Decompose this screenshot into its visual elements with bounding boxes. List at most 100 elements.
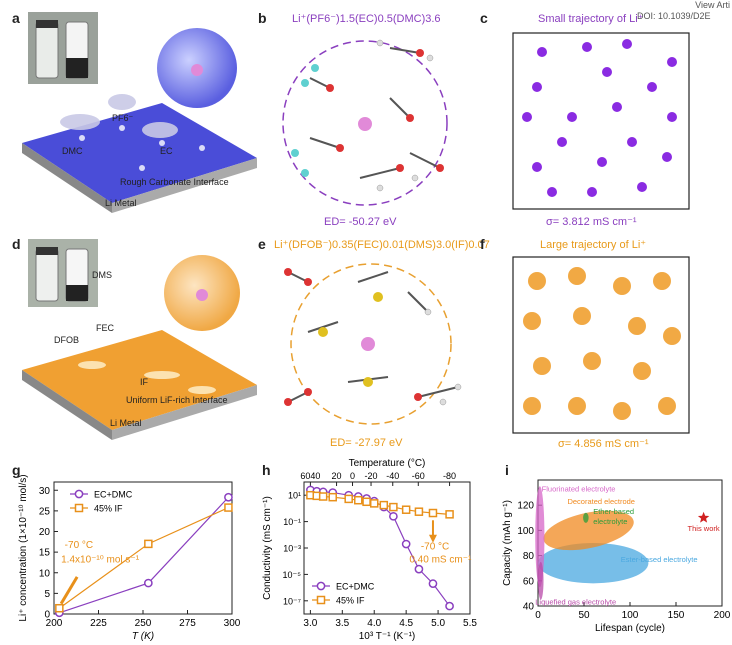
annotation-line2-g: 1.4x10⁻¹⁰ mol s⁻¹ xyxy=(61,554,140,565)
top-tick-label-h-4: -40 xyxy=(386,471,399,481)
if-label: IF xyxy=(140,377,148,387)
y-tick-label-h-0: 10¹ xyxy=(288,491,301,501)
region-0 xyxy=(535,486,545,588)
top-tick-label-h-3: -20 xyxy=(365,471,378,481)
data-point-h-0-10 xyxy=(401,539,411,549)
y-tick-label-h-4: 10⁻⁷ xyxy=(283,596,301,606)
sigma-c: σ= 3.812 mS cm⁻¹ xyxy=(546,216,637,228)
data-point-h-0-12 xyxy=(428,579,438,588)
x-tick-label-g-4: 300 xyxy=(224,618,241,629)
y-tick-label-h-1: 10⁻¹ xyxy=(283,517,301,527)
y-tick-label-g-1: 5 xyxy=(44,589,50,600)
panel-label-c: c xyxy=(480,10,488,26)
data-point-g-0-1 xyxy=(143,578,153,588)
x-tick-label-i-4: 200 xyxy=(714,610,730,621)
trajectory-title-f: Large trajectory of Li⁺ xyxy=(540,239,647,251)
x-axis-label-i: Lifespan (cycle) xyxy=(595,623,665,634)
x-tick-label-i-0: 0 xyxy=(535,610,541,621)
data-point-g-1-1 xyxy=(144,539,153,549)
y-tick-label-i-0: 40 xyxy=(523,602,535,613)
y-tick-label-g-6: 30 xyxy=(39,486,51,497)
sigma-f: σ= 4.856 mS cm⁻¹ xyxy=(558,438,649,450)
data-point-h-0-9 xyxy=(389,511,398,521)
solvation-structure-b xyxy=(282,39,448,206)
region-4 xyxy=(538,561,544,600)
ec-label: EC xyxy=(160,146,173,156)
dms-label: DMS xyxy=(92,270,112,280)
dfob-label: DFOB xyxy=(54,335,80,345)
y-axis-label-h: Conductivity (mS cm⁻¹) xyxy=(262,496,273,600)
top-tick-label-h-6: -80 xyxy=(443,471,456,481)
x-tick-label-h-4: 5.0 xyxy=(431,618,445,629)
y-tick-label-i-2: 80 xyxy=(523,551,535,562)
y-tick-label-g-0: 0 xyxy=(44,610,50,621)
y-tick-label-h-3: 10⁻⁵ xyxy=(283,570,302,580)
legend-marker-h-0 xyxy=(316,581,326,591)
li-metal-label-a: Li Metal xyxy=(105,198,137,208)
data-point-h-1-7 xyxy=(369,499,379,508)
lif-interface-label: Uniform LiF-rich Interface xyxy=(126,395,228,405)
x-tick-label-h-2: 4.0 xyxy=(367,618,381,629)
formula-b: Li⁺(PF6⁻)1.5(EC)0.5(DMC)3.6 xyxy=(292,13,441,25)
annotation-arrowhead-h xyxy=(428,534,437,543)
top-tick-label-h-5: -60 xyxy=(412,471,425,481)
x-tick-label-i-2: 100 xyxy=(622,610,639,621)
panel-label-i: i xyxy=(505,462,509,478)
y-tick-label-i-3: 100 xyxy=(517,526,534,537)
view-article-link[interactable]: View Arti xyxy=(695,0,730,10)
y-tick-label-g-5: 25 xyxy=(39,506,51,517)
pf6-label: PF6⁻ xyxy=(112,113,134,123)
y-tick-label-g-3: 15 xyxy=(39,548,51,559)
x-tick-label-h-5: 5.5 xyxy=(463,618,477,629)
y-axis-label-i: Capacity (mAh g⁻¹) xyxy=(502,500,513,586)
region-label-i-2: Ether-based xyxy=(593,507,634,516)
energy-b: ED= -50.27 eV xyxy=(324,216,397,228)
panel-label-h: h xyxy=(262,462,271,478)
y-tick-label-i-1: 60 xyxy=(523,576,535,587)
trajectory-title-c: Small trajectory of Li⁺ xyxy=(538,13,644,25)
legend-label-g-1: 45% IF xyxy=(94,504,123,514)
li-metal-label-d: Li Metal xyxy=(110,418,142,428)
panel-label-a: a xyxy=(12,10,20,26)
top-tick-label-h-0: 6040 xyxy=(300,471,320,481)
y-tick-label-g-2: 10 xyxy=(39,568,51,579)
panel-label-b: b xyxy=(258,10,267,26)
chart-h: Temperature (°C) 6040 20 0 -20 -40 -60 -80 3.0 3.… xyxy=(262,458,477,642)
rough-interface-label: Rough Carbonate Interface xyxy=(120,177,229,187)
this-work-star xyxy=(697,511,710,523)
data-point-h-0-13 xyxy=(445,601,454,611)
x-tick-label-i-1: 50 xyxy=(578,610,590,621)
formula-e: Li⁺(DFOB⁻)0.35(FEC)0.01(DMS)3.0(IF)0.07 xyxy=(274,239,490,251)
data-point-h-1-3 xyxy=(328,492,337,502)
chart-i: 0 50 100 150 200 40 60 80 100 120 Lifespan (cycle)… xyxy=(502,479,730,634)
panel-label-e: e xyxy=(258,236,266,252)
energy-e: ED= -27.97 eV xyxy=(330,437,403,449)
data-point-g-1-0 xyxy=(55,603,64,613)
x-tick-label-i-3: 150 xyxy=(668,610,685,621)
data-point-h-1-2 xyxy=(318,492,328,501)
legend-label-h-0: EC+DMC xyxy=(336,582,375,592)
region-label-i-3: Ester-based electrolyte xyxy=(621,555,698,564)
chart-g: 200 225 250 275 300 0 5 10 15 20 25 30 T (K) Li⁺ conc… xyxy=(18,474,241,642)
region-2 xyxy=(583,512,589,523)
this-work-label: This work xyxy=(688,524,720,533)
y-tick-label-g-4: 20 xyxy=(39,527,51,538)
data-point-h-1-12 xyxy=(428,508,438,518)
panel-label-f: f xyxy=(480,236,485,252)
legend-marker-h-1 xyxy=(316,595,326,605)
data-point-h-0-11 xyxy=(414,564,424,574)
data-point-h-1-6 xyxy=(362,497,371,507)
data-point-h-1-4 xyxy=(344,494,353,504)
dmc-label: DMC xyxy=(62,146,83,156)
region-label-i-2-1: electrolyte xyxy=(593,517,627,526)
y-tick-label-i-4: 120 xyxy=(517,501,534,512)
trajectory-plot-c xyxy=(512,32,690,210)
region-label-i-1: Decorated electrode xyxy=(567,497,635,506)
data-point-h-1-13 xyxy=(445,510,454,519)
x-tick-label-g-0: 200 xyxy=(46,618,63,629)
data-point-h-1-10 xyxy=(401,505,411,514)
top-tick-label-h-1: 20 xyxy=(332,471,342,481)
region-1 xyxy=(543,510,634,551)
panel-label-g: g xyxy=(12,462,21,478)
x-axis-label-g: T (K) xyxy=(132,631,154,642)
